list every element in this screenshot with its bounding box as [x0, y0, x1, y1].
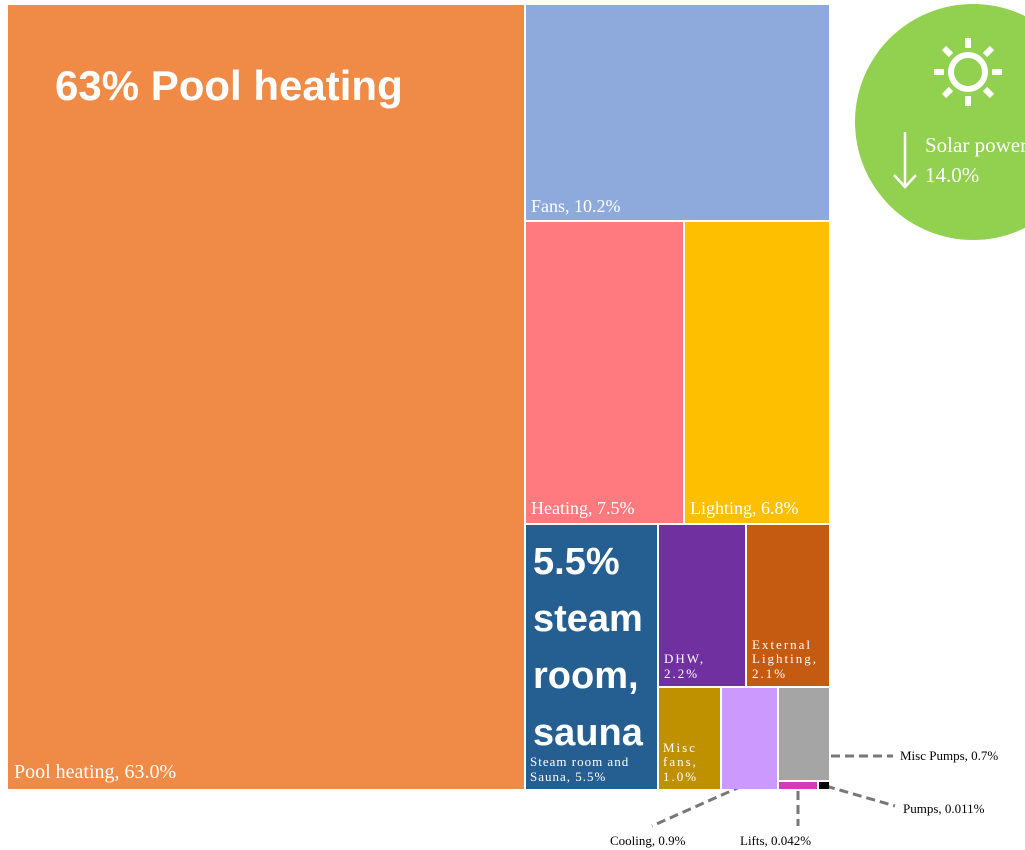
cell	[8, 5, 524, 789]
sun-icon	[934, 38, 1002, 106]
cell-label: Lifts, 0.042%	[740, 833, 812, 848]
down-arrow	[893, 132, 917, 189]
cell	[722, 688, 777, 789]
cell	[779, 782, 817, 789]
cell-label: Lighting, 6.8%	[690, 498, 799, 519]
cell-label: External Lighting, 2.1%	[752, 637, 819, 681]
cell-label: Pumps, 0.011%	[903, 801, 985, 816]
callout-value: 14.0%	[925, 163, 979, 187]
cell	[819, 782, 829, 789]
cell-label: DHW, 2.2%	[664, 651, 706, 681]
cell	[659, 688, 720, 789]
cell	[526, 5, 829, 220]
cell-label: Misc Pumps, 0.7%	[900, 748, 999, 763]
cell-label: Heating, 7.5%	[531, 498, 635, 519]
cell	[659, 525, 745, 686]
cell-label: Steam room and Sauna, 5.5%	[530, 754, 630, 784]
cell	[526, 525, 657, 789]
cell	[685, 222, 829, 523]
cell-label: Misc fans, 1.0%	[663, 740, 699, 784]
cell-label: Cooling, 0.9%	[610, 833, 686, 848]
annotation: 63% Pool heating	[55, 62, 403, 109]
callout-text: Solar power	[925, 133, 1025, 157]
annotation: 5.5% steam room, sauna	[533, 541, 643, 754]
cell	[526, 222, 683, 523]
cell-label: Pool heating, 63.0%	[14, 761, 177, 783]
solar-callout	[855, 4, 1025, 240]
cell	[779, 688, 829, 780]
leaders	[651, 754, 896, 828]
cell-label: Fans, 10.2%	[531, 196, 621, 217]
cell	[747, 525, 829, 686]
